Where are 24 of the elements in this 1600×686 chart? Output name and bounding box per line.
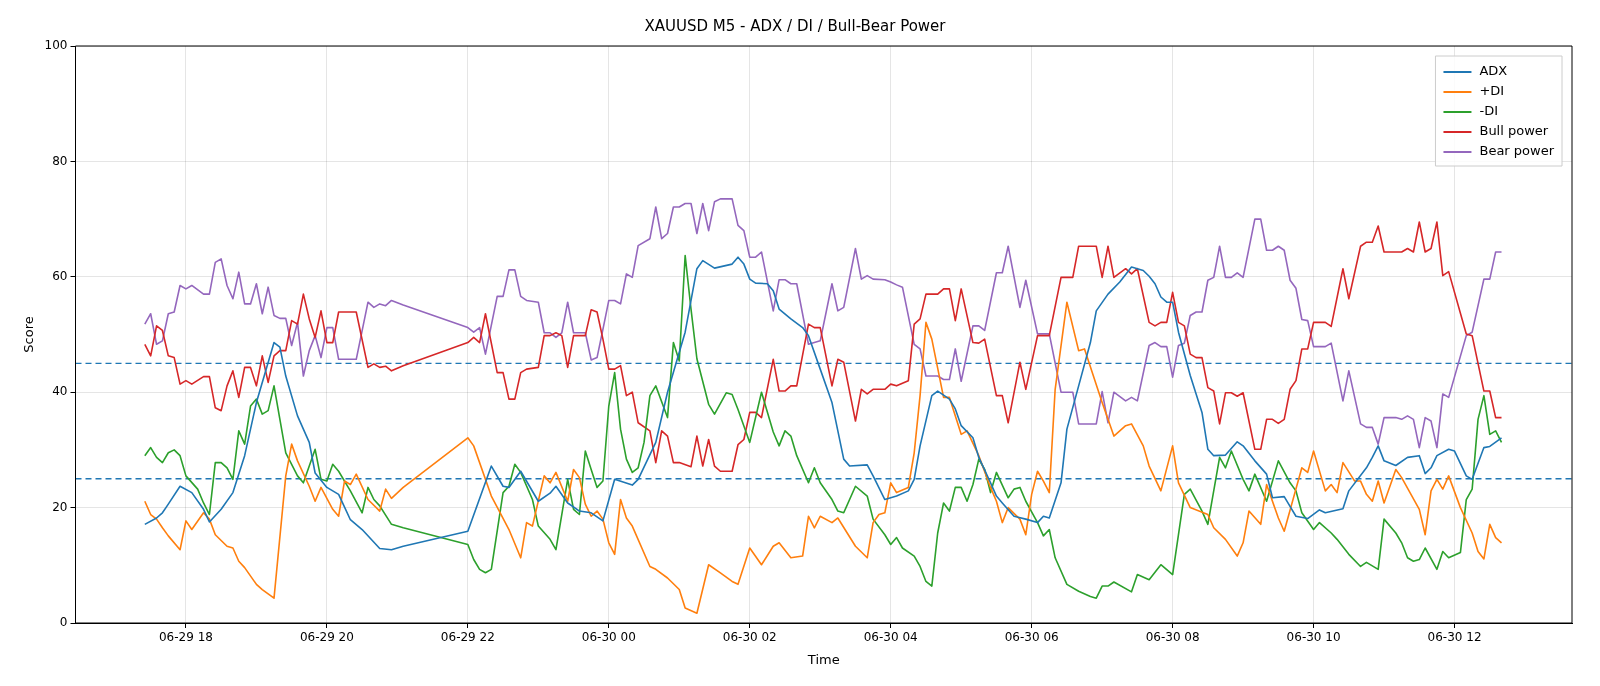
y-tick-label: 20: [52, 499, 68, 514]
x-tick-label: 06-30 00: [581, 630, 636, 645]
y-tick-label: 100: [44, 38, 68, 53]
y-tick-label: 40: [52, 384, 68, 399]
y-axis-title: Score: [21, 316, 37, 353]
legend-label: -DI: [1479, 103, 1499, 119]
x-tick-label: 06-30 04: [863, 630, 918, 645]
x-tick-label: 06-30 12: [1427, 630, 1482, 645]
chart-title: XAUUSD M5 - ADX / DI / Bull-Bear Power: [644, 16, 947, 35]
legend-label: ADX: [1479, 63, 1508, 79]
y-tick-label: 80: [52, 153, 68, 168]
legend-label: Bull power: [1479, 123, 1549, 139]
x-axis-title: Time: [806, 651, 840, 667]
x-tick-label: 06-30 02: [722, 630, 777, 645]
x-tick-label: 06-29 20: [299, 630, 354, 645]
y-tick-label: 60: [52, 268, 68, 283]
y-tick-label: 0: [59, 615, 68, 630]
legend-label: +DI: [1479, 83, 1505, 99]
x-tick-label: 06-30 08: [1145, 630, 1200, 645]
x-tick-label: 06-30 10: [1286, 630, 1341, 645]
x-tick-label: 06-30 06: [1004, 630, 1059, 645]
x-tick-label: 06-29 18: [158, 630, 213, 645]
x-tick-label: 06-29 22: [440, 630, 495, 645]
legend-label: Bear power: [1479, 143, 1555, 159]
